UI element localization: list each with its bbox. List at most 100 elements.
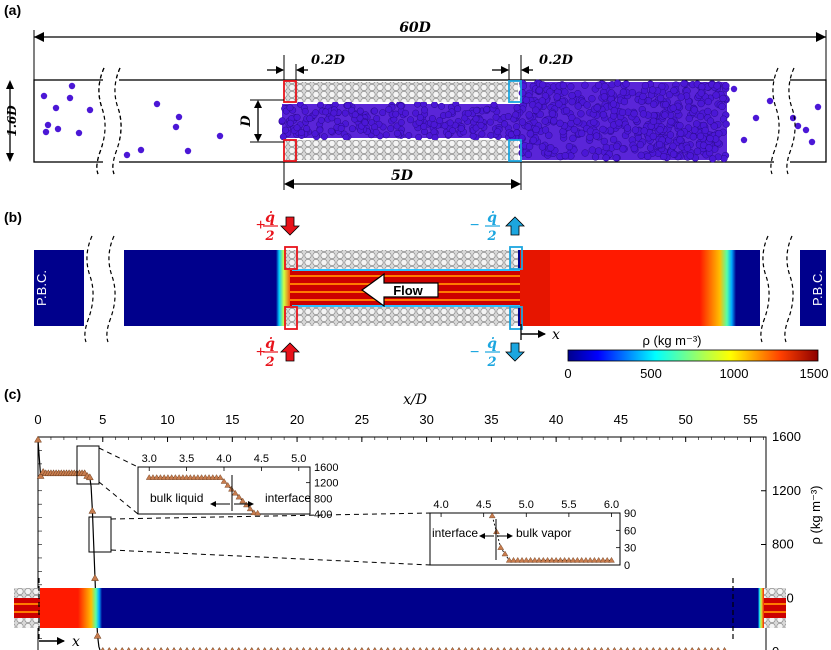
pore-particle (279, 133, 287, 141)
pore-particle (446, 119, 454, 127)
vapor-particle (44, 121, 52, 129)
pore-particle (444, 131, 452, 139)
data-point-marker (580, 646, 584, 650)
liquid-particle (680, 80, 688, 88)
pore-length-dimension: 5D (283, 162, 522, 190)
pore-particle (397, 102, 405, 110)
liquid-particle (518, 118, 527, 126)
pore-particle (371, 107, 378, 115)
liquid-particle (696, 112, 705, 121)
inset2-marker (535, 556, 543, 563)
data-point-marker (327, 646, 332, 650)
liquid-particle (693, 120, 701, 128)
height-dimension: 1.6D (5, 80, 19, 162)
liquid-particle (581, 149, 589, 157)
q-dot-sink-bottom: q̇ (487, 335, 497, 352)
plus-sign-bottom: + (256, 344, 265, 361)
liquid-particle (602, 154, 610, 162)
data-point-marker (288, 646, 293, 650)
panel-a-label: (a) (4, 2, 21, 18)
c-y-axis-label: ρ (kg m⁻³) (808, 485, 823, 544)
data-point-marker (632, 646, 636, 650)
inset2-marker (518, 556, 526, 563)
data-point-marker (450, 646, 455, 650)
pore-particle (504, 112, 512, 120)
inset2-y-tick: 90 (624, 508, 636, 520)
pore-particle (407, 116, 414, 124)
pore-particle (351, 111, 359, 119)
pore-particle (428, 115, 436, 122)
pore-particle (312, 109, 320, 117)
heat-input-top: + q̇ 2 (256, 209, 300, 244)
liquid-particle (709, 155, 717, 163)
liquid-particle (613, 79, 622, 87)
inset1-y-tick: 400 (314, 509, 332, 521)
panel-c-label: (c) (4, 386, 21, 402)
liquid-particle (705, 144, 713, 152)
liquid-particle (556, 119, 564, 127)
c-x-tick-label: 40 (549, 412, 563, 427)
data-point-marker (139, 646, 144, 650)
data-point-marker (146, 646, 150, 650)
inset2-x-tick: 5.5 (561, 499, 576, 511)
liquid-particle (704, 97, 712, 106)
zoom-box-2 (88, 516, 112, 553)
liquid-particle (641, 81, 650, 90)
liquid-particle (569, 134, 577, 142)
liquid-particle (658, 82, 666, 91)
liquid-particle (670, 86, 678, 95)
inset1-marker (246, 505, 254, 512)
liquid-particle (637, 151, 645, 159)
pore-particle (361, 119, 369, 127)
data-point-marker (204, 646, 209, 650)
inset-vapor: 4.0 4.5 5.0 5.5 6.0 0 30 60 90 interface bulk va… (429, 499, 636, 572)
heat-source-top (283, 80, 297, 103)
liquid-particle (669, 142, 677, 150)
total-length-label: 60D (399, 20, 431, 36)
liquid-particle (590, 118, 598, 126)
liquid-particle (722, 82, 730, 90)
data-point-marker (224, 646, 228, 650)
inset2-marker (505, 556, 513, 563)
pore-particle (454, 105, 462, 113)
pore-particle (421, 106, 428, 114)
data-point-marker (379, 646, 384, 650)
data-point-marker (664, 646, 669, 650)
data-point-marker (444, 646, 448, 650)
liquid-particle (538, 143, 547, 151)
data-point-marker (599, 646, 604, 650)
heat-sink-bottom (508, 139, 522, 162)
vapor-particle (42, 128, 50, 136)
liquid-particle (689, 133, 697, 141)
pore-particle (286, 104, 294, 112)
pore-particle (477, 121, 485, 129)
liquid-particle (631, 126, 640, 134)
panel-b-label: (b) (4, 209, 22, 225)
liquid-particle (548, 110, 557, 118)
liquid-particle (656, 126, 664, 134)
liquid-particle (570, 125, 578, 134)
data-point-marker (560, 646, 565, 650)
data-point-marker (366, 646, 371, 650)
liquid-particle (532, 106, 540, 114)
pore-particle (492, 113, 500, 121)
pore-particle (337, 124, 345, 132)
c-x-tick-label: 10 (160, 412, 174, 427)
data-point-marker (573, 646, 578, 650)
pore-particle (306, 115, 314, 122)
two-top: 2 (264, 229, 274, 244)
pore-particle (402, 109, 409, 117)
data-point-marker (722, 646, 727, 650)
data-point-marker (159, 646, 163, 650)
thermostat-right-label: 0.2D (539, 53, 574, 68)
inset2-y-tick: 30 (624, 543, 636, 555)
liquid-particle (577, 110, 585, 118)
pore-particle (356, 114, 364, 122)
inset1-x-tick: 3.0 (142, 453, 157, 465)
liquid-particle (676, 136, 684, 144)
c-x-tick-label: 45 (614, 412, 628, 427)
c-x-tick-label: 5 (99, 412, 106, 427)
liquid-particle (525, 111, 533, 119)
flow-arrow: Flow (360, 272, 439, 308)
liquid-particle (630, 144, 638, 153)
